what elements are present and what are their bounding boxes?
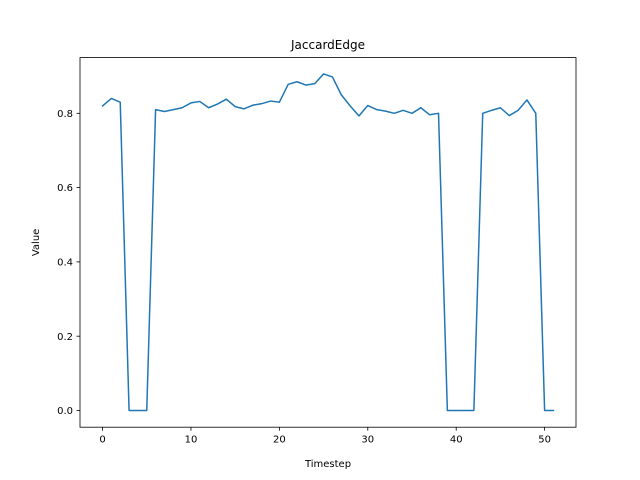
series-line — [101, 73, 555, 412]
chart-title: JaccardEdge — [290, 38, 365, 52]
y-tick-label: 0.2 — [57, 332, 73, 343]
x-tick-label: 10 — [185, 435, 198, 446]
x-tick-label: 50 — [538, 435, 551, 446]
x-tick-label: 20 — [273, 435, 286, 446]
x-tick-label: 30 — [361, 435, 374, 446]
x-axis: 0 10 20 30 40 50 — [99, 427, 551, 446]
y-axis: 0.0 0.2 0.4 0.6 0.8 — [57, 109, 80, 417]
y-tick-label: 0.8 — [57, 109, 73, 120]
y-tick-label: 0.6 — [57, 183, 73, 194]
y-axis-title: Value — [31, 229, 42, 256]
x-tick-label: 40 — [450, 435, 463, 446]
x-axis-title: Timestep — [304, 459, 351, 470]
y-tick-label: 0.0 — [57, 406, 73, 417]
x-tick-label: 0 — [99, 435, 105, 446]
y-tick-label: 0.4 — [57, 258, 73, 269]
plot-frame — [79, 57, 577, 428]
